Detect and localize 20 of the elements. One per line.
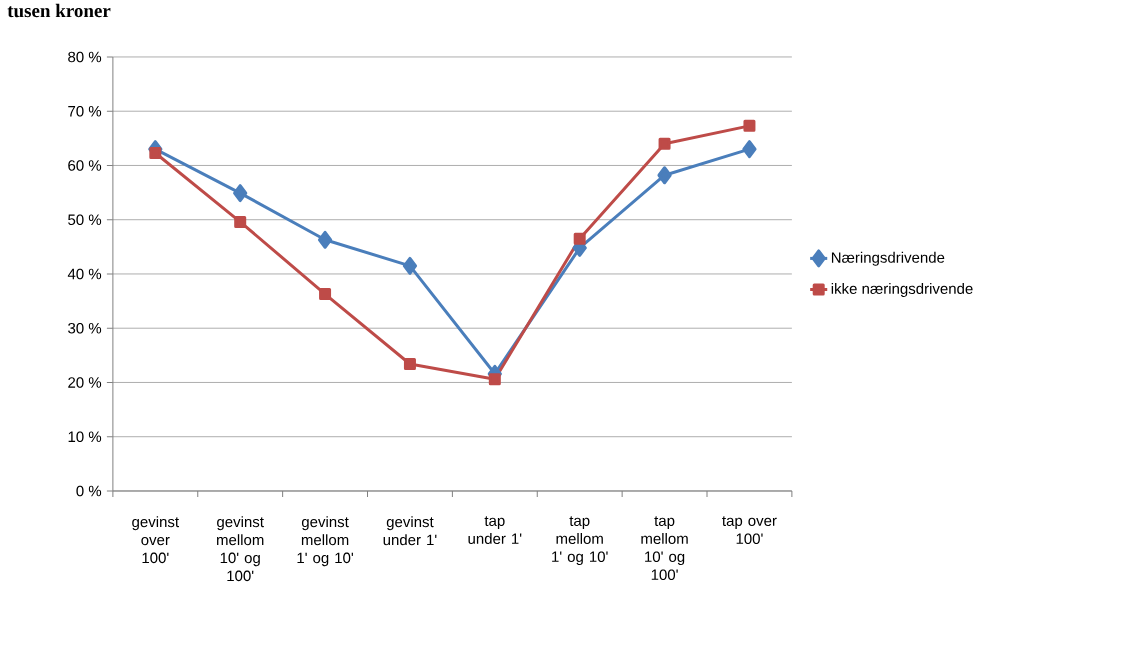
- y-tick-label: 80 %: [68, 51, 102, 63]
- y-tick-label: 40 %: [67, 268, 102, 280]
- y-tick-label: 50 %: [68, 214, 102, 226]
- x-tick-label: gevinst mellom 10' og 100': [217, 516, 264, 582]
- x-tick-label: gevinst under 1': [383, 516, 437, 546]
- y-tick-label: 20 %: [68, 377, 102, 388]
- chart-title: tusen kroner: [7, 3, 111, 18]
- y-tick-label: 0 %: [76, 485, 102, 497]
- y-tick-label: 70 %: [68, 105, 102, 117]
- y-tick-label: 60 %: [68, 160, 102, 171]
- x-tick-label: tap over 100': [722, 516, 777, 544]
- x-tick-label: tap under 1': [468, 516, 522, 544]
- x-tick-label: gevinst mellom 1' og 10': [297, 516, 354, 567]
- x-tick-label: gevinst over 100': [132, 516, 179, 564]
- x-tick-label: tap mellom 10' og 100': [641, 516, 688, 580]
- y-tick-label: 30 %: [68, 322, 102, 334]
- y-tick-label: 10 %: [68, 431, 102, 443]
- legend-label: ikke næringsdrivende: [831, 282, 973, 297]
- x-tick-label: tap mellom 1' og 10': [552, 516, 608, 565]
- legend-label: Næringsdrivende: [831, 251, 945, 266]
